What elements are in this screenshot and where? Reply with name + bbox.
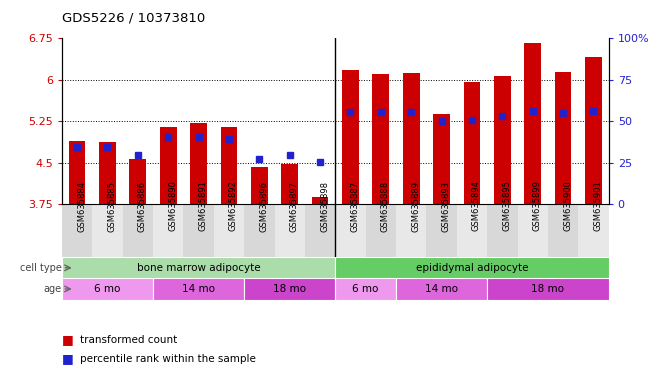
Bar (372, 74, 389, 204)
FancyBboxPatch shape (487, 204, 518, 257)
Bar (69, 141, 85, 204)
Bar (130, 159, 146, 204)
Text: GSM635885: GSM635885 (107, 180, 117, 232)
FancyBboxPatch shape (122, 204, 153, 257)
Text: GSM635893: GSM635893 (441, 180, 450, 232)
FancyBboxPatch shape (214, 204, 244, 257)
Text: ■: ■ (62, 333, 74, 346)
Text: GSM635887: GSM635887 (350, 180, 359, 232)
FancyBboxPatch shape (548, 204, 578, 257)
FancyBboxPatch shape (305, 204, 335, 257)
Text: GSM635898: GSM635898 (320, 180, 329, 232)
FancyBboxPatch shape (366, 204, 396, 257)
Text: ■: ■ (62, 353, 74, 366)
Bar (464, 81, 480, 204)
FancyBboxPatch shape (487, 278, 609, 300)
FancyBboxPatch shape (396, 204, 426, 257)
Bar (159, 127, 176, 204)
Text: GSM635894: GSM635894 (472, 180, 481, 232)
Text: GSM635897: GSM635897 (290, 180, 299, 232)
Text: GSM635896: GSM635896 (259, 180, 268, 232)
Bar (190, 123, 207, 204)
FancyBboxPatch shape (62, 257, 335, 278)
FancyBboxPatch shape (335, 257, 609, 278)
Text: GSM635899: GSM635899 (533, 180, 542, 232)
FancyBboxPatch shape (578, 204, 609, 257)
Bar (403, 73, 419, 204)
Text: GSM635891: GSM635891 (199, 180, 208, 232)
FancyBboxPatch shape (275, 204, 305, 257)
Text: cell type: cell type (20, 263, 62, 273)
Bar (342, 70, 359, 204)
Text: 18 mo: 18 mo (531, 284, 564, 294)
Text: GSM635892: GSM635892 (229, 180, 238, 232)
Bar (494, 76, 510, 204)
FancyBboxPatch shape (244, 278, 335, 300)
Text: 14 mo: 14 mo (182, 284, 215, 294)
FancyBboxPatch shape (335, 278, 396, 300)
Bar (251, 167, 268, 204)
Text: GSM635889: GSM635889 (411, 180, 420, 232)
FancyBboxPatch shape (426, 204, 457, 257)
FancyBboxPatch shape (457, 204, 487, 257)
FancyBboxPatch shape (62, 278, 153, 300)
Text: age: age (44, 284, 62, 294)
Text: GSM635895: GSM635895 (503, 180, 511, 232)
FancyBboxPatch shape (62, 204, 92, 257)
Bar (555, 71, 572, 204)
FancyBboxPatch shape (153, 278, 244, 300)
FancyBboxPatch shape (518, 204, 548, 257)
Bar (585, 57, 602, 204)
Text: GSM635884: GSM635884 (77, 180, 86, 232)
Bar (99, 142, 116, 204)
Text: percentile rank within the sample: percentile rank within the sample (80, 354, 256, 364)
Text: 6 mo: 6 mo (94, 284, 120, 294)
Text: 18 mo: 18 mo (273, 284, 306, 294)
Text: GSM635886: GSM635886 (138, 180, 146, 232)
Bar (434, 114, 450, 204)
FancyBboxPatch shape (396, 278, 487, 300)
Text: 14 mo: 14 mo (425, 284, 458, 294)
Text: GSM635888: GSM635888 (381, 180, 390, 232)
Text: GSM635901: GSM635901 (594, 180, 602, 232)
Text: transformed count: transformed count (80, 335, 177, 345)
Bar (221, 127, 237, 204)
Bar (312, 197, 329, 204)
Bar (525, 43, 541, 204)
FancyBboxPatch shape (335, 204, 366, 257)
Text: GSM635900: GSM635900 (563, 180, 572, 232)
FancyBboxPatch shape (92, 204, 122, 257)
FancyBboxPatch shape (153, 204, 184, 257)
FancyBboxPatch shape (244, 204, 275, 257)
Text: bone marrow adipocyte: bone marrow adipocyte (137, 263, 260, 273)
Text: 6 mo: 6 mo (352, 284, 379, 294)
Text: GDS5226 / 10373810: GDS5226 / 10373810 (62, 12, 205, 25)
Text: GSM635890: GSM635890 (168, 180, 177, 232)
FancyBboxPatch shape (184, 204, 214, 257)
Bar (281, 164, 298, 204)
Text: epididymal adipocyte: epididymal adipocyte (416, 263, 528, 273)
